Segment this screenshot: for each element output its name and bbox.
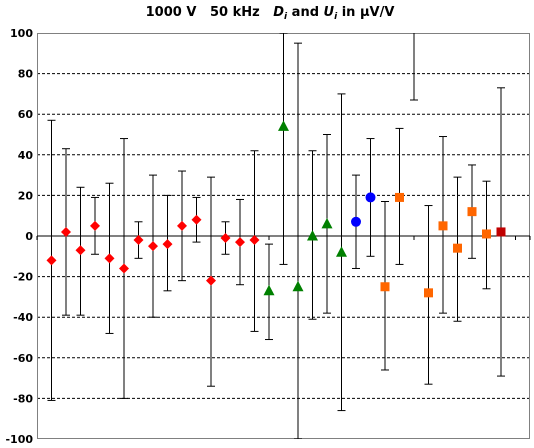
data-point-diamond (75, 245, 86, 256)
data-point-square (424, 288, 433, 298)
data-point-triangle (263, 284, 275, 296)
data-point-triangle (278, 120, 289, 131)
data-point-triangle (336, 246, 347, 257)
title-u-letter: U (324, 5, 335, 20)
y-tick-label: -100 (5, 433, 33, 446)
data-point-circle (351, 216, 361, 227)
y-tick-label: 60 (18, 108, 34, 121)
data-point-diamond (133, 235, 144, 246)
data-point-diamond (104, 253, 115, 264)
title-d-sub: i (284, 12, 288, 22)
title-u-sub: i (334, 12, 338, 22)
data-point-diamond (191, 214, 202, 225)
data-point-triangle (292, 280, 304, 292)
y-tick-label: -80 (13, 392, 33, 405)
title-and: and (287, 5, 323, 20)
data-point-square (380, 282, 390, 292)
data-point-diamond (148, 241, 158, 252)
y-tick-label: 100 (10, 27, 33, 40)
plot-area: 100 80 60 40 20 0 -20 -40 -60 -80 -100 (5, 27, 531, 446)
y-tick-label: -60 (13, 352, 33, 365)
y-tick-label: 80 (18, 68, 34, 81)
chart-title: 1000 V 50 kHz Di and Ui in µV/V (146, 5, 395, 22)
data-point-diamond (220, 233, 231, 244)
y-tick-label: -40 (13, 311, 33, 324)
title-d-letter: D (273, 5, 284, 20)
series-group (46, 33, 506, 439)
data-point-diamond (90, 220, 100, 231)
data-point-square (496, 227, 506, 237)
data-point-triangle (321, 217, 333, 229)
y-tick-label: 20 (18, 189, 34, 202)
data-point-diamond (177, 220, 187, 231)
data-point-triangle (307, 230, 318, 241)
data-point-square (438, 221, 448, 231)
title-suffix: in µV/V (337, 5, 394, 20)
data-point-square (482, 229, 491, 239)
data-point-diamond (249, 235, 260, 246)
data-point-circle (365, 192, 376, 203)
title-prefix: 1000 V 50 kHz (146, 5, 274, 20)
y-tick-label: 0 (25, 230, 33, 243)
data-point-diamond (46, 255, 57, 266)
data-point-square (467, 207, 477, 217)
data-point-diamond (206, 275, 216, 286)
y-tick-label: -20 (13, 271, 33, 284)
data-point-square (395, 192, 404, 202)
data-point-diamond (235, 237, 245, 248)
data-point-diamond (119, 263, 129, 274)
data-point-square (453, 243, 462, 253)
data-point-diamond (61, 226, 71, 237)
data-point-diamond (162, 239, 173, 250)
y-tick-label: 40 (18, 149, 34, 162)
